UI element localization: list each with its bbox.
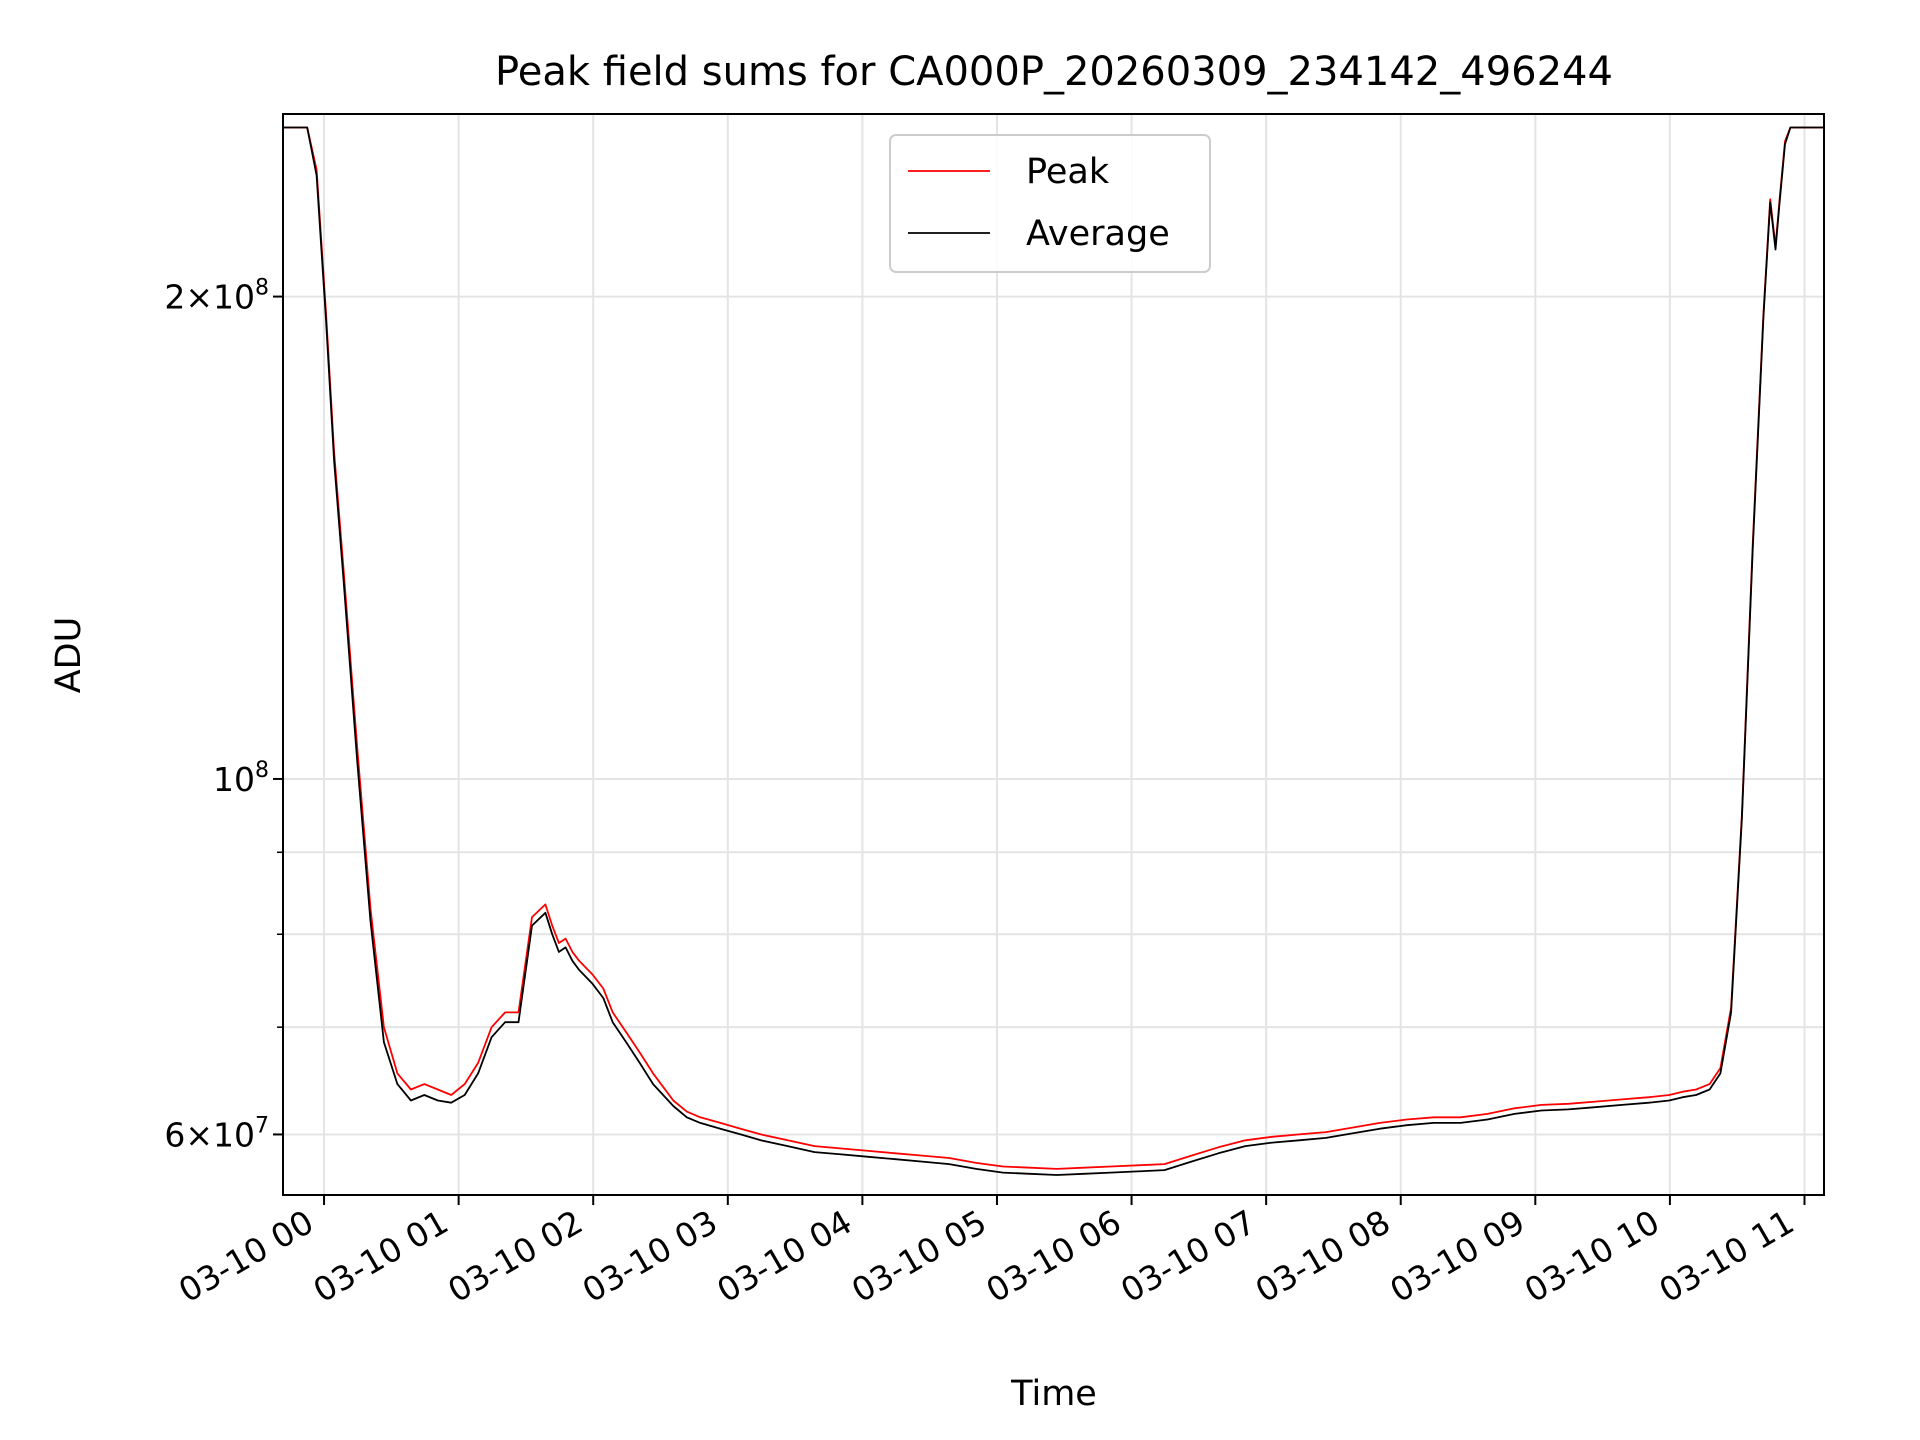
x-tick-label: 03-10 08 [1249, 1202, 1397, 1310]
chart-title: Peak field sums for CA000P_20260309_2341… [495, 49, 1613, 95]
y-tick-label: 2×108 [164, 276, 269, 317]
axes-frame [282, 113, 1825, 1196]
grid [283, 114, 1824, 1195]
x-tick-label: 03-10 01 [307, 1202, 455, 1310]
x-tick-label: 03-10 09 [1383, 1202, 1531, 1310]
x-tick-label: 03-10 02 [441, 1202, 589, 1310]
x-tick-label: 03-10 03 [576, 1202, 724, 1310]
plot-area [283, 126, 1824, 1176]
y-tick-label: 108 [213, 758, 269, 799]
x-tick-label: 03-10 11 [1652, 1202, 1800, 1310]
legend: Peak Average [889, 134, 1211, 273]
series-line-peak [283, 126, 1824, 1170]
x-tick-label: 03-10 00 [172, 1202, 320, 1310]
y-axis-label: ADU [49, 617, 89, 694]
series-line-average [283, 126, 1824, 1176]
legend-label: Peak [1026, 152, 1110, 192]
x-tick-label: 03-10 06 [980, 1202, 1128, 1310]
x-tick-label: 03-10 07 [1114, 1202, 1262, 1310]
x-tick-label: 03-10 04 [710, 1202, 858, 1310]
y-axis: 2×108 108 6×107 [164, 276, 283, 1154]
x-tick-label: 03-10 05 [845, 1202, 993, 1310]
y-tick-label: 6×107 [164, 1113, 269, 1154]
legend-box [889, 134, 1211, 273]
x-axis-label: Time [1010, 1374, 1097, 1414]
x-tick-label: 03-10 10 [1518, 1202, 1666, 1310]
legend-label: Average [1026, 214, 1170, 254]
